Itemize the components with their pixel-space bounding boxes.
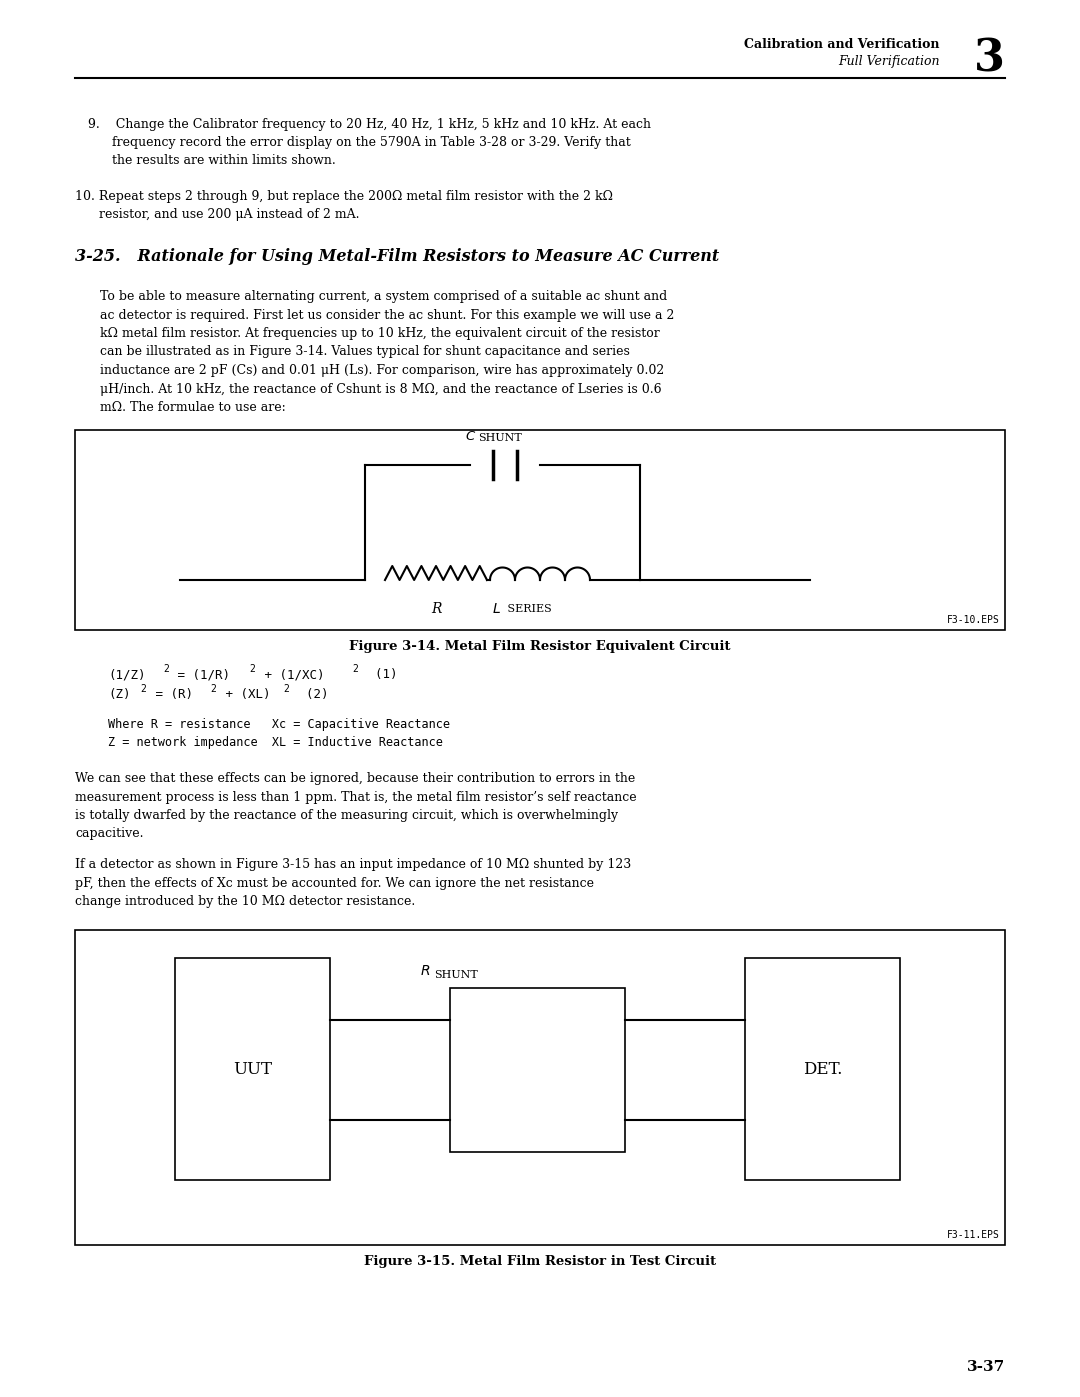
Text: (2): (2) <box>291 687 328 701</box>
Text: ac detector is required. First let us consider the ac shunt. For this example we: ac detector is required. First let us co… <box>100 309 674 321</box>
Text: 3: 3 <box>974 38 1005 81</box>
Text: SHUNT: SHUNT <box>478 433 522 443</box>
Text: + (XL): + (XL) <box>218 687 270 701</box>
Text: We can see that these effects can be ignored, because their contribution to erro: We can see that these effects can be ign… <box>75 773 635 785</box>
Text: 3-25.   Rationale for Using Metal-Film Resistors to Measure AC Current: 3-25. Rationale for Using Metal-Film Res… <box>75 249 719 265</box>
Text: kΩ metal film resistor. At frequencies up to 10 kHz, the equivalent circuit of t: kΩ metal film resistor. At frequencies u… <box>100 327 660 339</box>
Text: (1/Z): (1/Z) <box>108 668 146 680</box>
Text: 10. Repeat steps 2 through 9, but replace the 200Ω metal film resistor with the : 10. Repeat steps 2 through 9, but replac… <box>75 190 613 203</box>
Text: 2: 2 <box>210 685 216 694</box>
Text: SERIES: SERIES <box>504 604 552 615</box>
Text: $L$: $L$ <box>492 602 501 616</box>
Text: 2: 2 <box>352 664 357 673</box>
Bar <box>745 958 900 1180</box>
Text: = (R): = (R) <box>148 687 193 701</box>
Text: change introduced by the 10 MΩ detector resistance.: change introduced by the 10 MΩ detector … <box>75 895 415 908</box>
Text: = (1/R): = (1/R) <box>170 668 230 680</box>
Text: UUT: UUT <box>233 1060 272 1077</box>
Text: 9.    Change the Calibrator frequency to 20 Hz, 40 Hz, 1 kHz, 5 kHz and 10 kHz. : 9. Change the Calibrator frequency to 20… <box>87 117 651 131</box>
Text: mΩ. The formulae to use are:: mΩ. The formulae to use are: <box>100 401 286 414</box>
Bar <box>75 930 1005 1245</box>
Text: can be illustrated as in Figure 3-14. Values typical for shunt capacitance and s: can be illustrated as in Figure 3-14. Va… <box>100 345 630 359</box>
Text: capacitive.: capacitive. <box>75 827 144 841</box>
Text: $R$: $R$ <box>420 964 430 978</box>
Text: 3-37: 3-37 <box>967 1361 1005 1375</box>
Text: Figure 3-14. Metal Film Resistor Equivalent Circuit: Figure 3-14. Metal Film Resistor Equival… <box>349 640 731 652</box>
Text: Figure 3-15. Metal Film Resistor in Test Circuit: Figure 3-15. Metal Film Resistor in Test… <box>364 1255 716 1268</box>
Text: $C$: $C$ <box>464 430 476 443</box>
Text: Where R = resistance   Xc = Capacitive Reactance: Where R = resistance Xc = Capacitive Rea… <box>108 718 450 731</box>
Text: inductance are 2 pF (Cs) and 0.01 μH (Ls). For comparison, wire has approximatel: inductance are 2 pF (Cs) and 0.01 μH (Ls… <box>100 365 664 377</box>
Text: pF, then the effects of Xc must be accounted for. We can ignore the net resistan: pF, then the effects of Xc must be accou… <box>75 876 594 890</box>
Text: R: R <box>431 602 442 616</box>
Bar <box>75 430 1005 630</box>
Text: SHUNT: SHUNT <box>434 970 477 981</box>
Text: frequency record the error display on the 5790A in Table 3-28 or 3-29. Verify th: frequency record the error display on th… <box>87 136 631 149</box>
Text: F3-10.EPS: F3-10.EPS <box>947 615 1000 624</box>
Text: measurement process is less than 1 ppm. That is, the metal film resistor’s self : measurement process is less than 1 ppm. … <box>75 791 636 803</box>
Text: 2: 2 <box>140 685 146 694</box>
Text: (1): (1) <box>360 668 397 680</box>
Bar <box>450 988 625 1153</box>
Text: 2: 2 <box>163 664 168 673</box>
Text: (Z): (Z) <box>108 687 131 701</box>
Text: To be able to measure alternating current, a system comprised of a suitable ac s: To be able to measure alternating curren… <box>100 291 667 303</box>
Text: μH/inch. At 10 kHz, the reactance of Cshunt is 8 MΩ, and the reactance of Lserie: μH/inch. At 10 kHz, the reactance of Csh… <box>100 383 662 395</box>
Text: F3-11.EPS: F3-11.EPS <box>947 1229 1000 1241</box>
Text: If a detector as shown in Figure 3-15 has an input impedance of 10 MΩ shunted by: If a detector as shown in Figure 3-15 ha… <box>75 858 631 870</box>
Text: Calibration and Verification: Calibration and Verification <box>744 38 940 52</box>
Text: DET.: DET. <box>802 1060 842 1077</box>
Text: + (1/XC): + (1/XC) <box>257 668 324 680</box>
Text: is totally dwarfed by the reactance of the measuring circuit, which is overwhelm: is totally dwarfed by the reactance of t… <box>75 809 618 821</box>
Text: the results are within limits shown.: the results are within limits shown. <box>87 154 336 168</box>
Text: Z = network impedance  XL = Inductive Reactance: Z = network impedance XL = Inductive Rea… <box>108 736 443 749</box>
Text: 2: 2 <box>283 685 288 694</box>
Bar <box>175 958 330 1180</box>
Text: Full Verification: Full Verification <box>838 54 940 68</box>
Text: 2: 2 <box>249 664 255 673</box>
Text: resistor, and use 200 μA instead of 2 mA.: resistor, and use 200 μA instead of 2 mA… <box>75 208 360 221</box>
